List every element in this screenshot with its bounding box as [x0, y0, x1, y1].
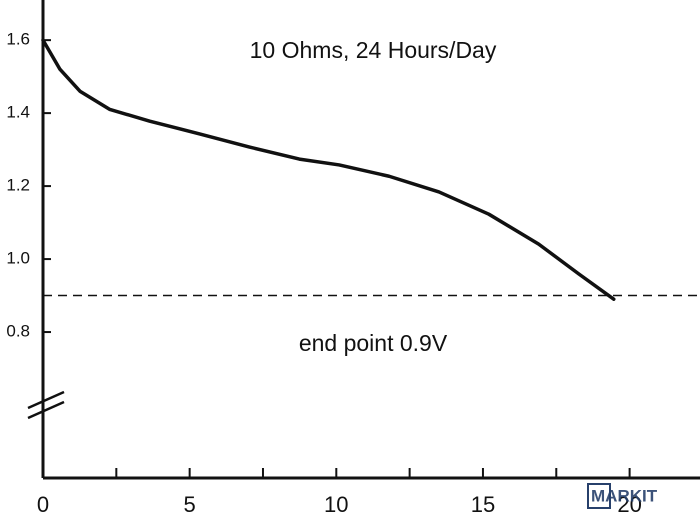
x-tick-label: 5 [184, 492, 196, 517]
y-tick-label: 0.8 [6, 322, 30, 341]
x-tick-label: 0 [37, 492, 49, 517]
annotation: end point 0.9V [299, 330, 448, 356]
annotation: 10 Ohms, 24 Hours/Day [250, 37, 497, 63]
watermark-box [587, 483, 611, 509]
y-tick-label: 1.4 [6, 103, 30, 122]
axis-break [27, 400, 65, 420]
y-tick-label: 1.0 [6, 249, 30, 268]
x-tick-label: 15 [471, 492, 495, 517]
y-tick-label: 1.6 [6, 30, 30, 49]
axis-break [27, 390, 65, 410]
data-line [41, 38, 616, 301]
y-tick-label: 1.2 [6, 176, 30, 195]
watermark: MARKIT [591, 486, 658, 505]
x-tick-label: 20 [617, 492, 641, 517]
x-tick-label: 10 [324, 492, 348, 517]
